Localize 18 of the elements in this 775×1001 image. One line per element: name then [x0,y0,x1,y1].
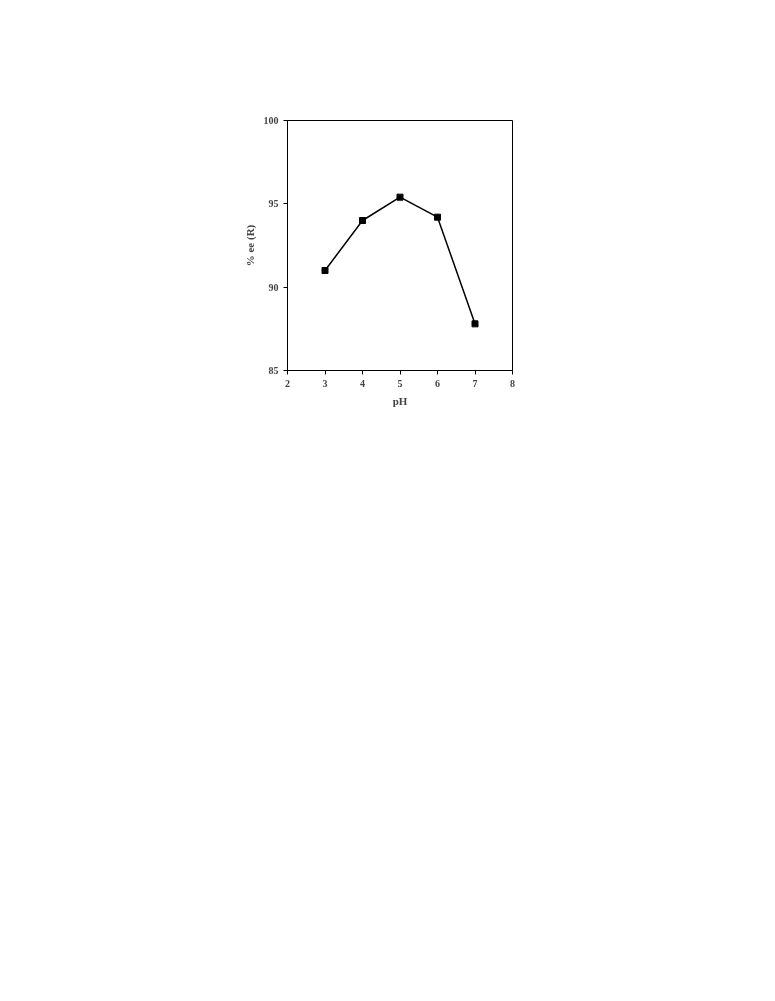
point [359,217,366,224]
x-tick-label: 6 [435,377,440,389]
x-tick-label: 2 [285,377,290,389]
point [434,213,441,221]
y-tick-label: 90 [268,281,279,293]
x-tick-label: 5 [397,377,403,389]
x-tick-label: 4 [360,377,365,389]
point [471,320,479,328]
x-tick-label: 3 [322,377,328,389]
y-tick-label: 85 [268,365,279,376]
x-tick-label: 8 [510,377,515,389]
y-tick-label: 95 [268,198,279,210]
y-axis-title: % ee (R) [243,224,257,267]
x-tick-label: 7 [472,377,478,389]
point [321,267,329,274]
y-tick-label: 100 [263,115,279,126]
point [396,193,404,201]
x-axis-title: pH [392,394,408,407]
